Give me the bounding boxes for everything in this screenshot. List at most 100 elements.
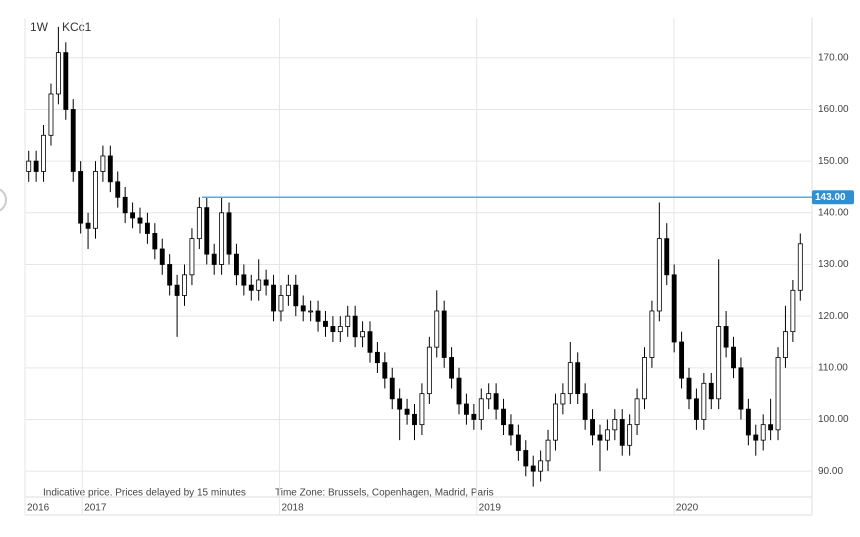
candle-body <box>686 377 692 400</box>
candle-body <box>219 212 225 265</box>
candle-body <box>256 279 262 291</box>
y-tick-label: 90.00 <box>818 466 843 477</box>
candle-body <box>493 393 499 410</box>
side-handle[interactable] <box>0 188 7 212</box>
candle-body <box>63 52 69 110</box>
candle-body <box>285 284 291 296</box>
candle-body <box>211 253 217 265</box>
candle-body <box>293 284 299 307</box>
interval-label[interactable]: 1W <box>30 20 49 34</box>
candle-body <box>486 393 492 400</box>
candle-body <box>783 331 788 358</box>
candle-body <box>738 367 744 410</box>
candle-body <box>701 382 707 420</box>
candle-body <box>55 52 61 95</box>
candle-body <box>323 320 328 327</box>
candle-body <box>753 434 759 441</box>
candle-body <box>122 196 128 214</box>
y-tick-label: 140.00 <box>818 207 849 218</box>
candle-body <box>360 331 366 338</box>
candle-body <box>463 403 469 415</box>
candle-body <box>115 181 121 198</box>
candle-body <box>656 238 662 312</box>
candle-body <box>315 310 321 322</box>
candle-body <box>100 155 106 172</box>
candle-body <box>708 382 714 400</box>
candle-body <box>449 357 455 379</box>
candle-body <box>93 171 98 229</box>
candle-body <box>278 295 284 312</box>
candle-body <box>745 408 751 436</box>
candle-body <box>560 393 566 405</box>
y-tick-label: 160.00 <box>818 104 849 115</box>
candle-body <box>300 305 306 312</box>
candle-body <box>612 419 618 431</box>
symbol-label: KCc1 <box>62 20 92 34</box>
candle-body <box>374 351 380 364</box>
candle-body <box>241 274 247 286</box>
candle-body <box>664 238 670 276</box>
candle-body <box>575 362 581 395</box>
candle-body <box>330 326 336 333</box>
candle-body <box>382 362 388 379</box>
candle-body <box>41 134 46 172</box>
candle-body <box>545 439 551 462</box>
candle-body <box>597 434 603 441</box>
x-tick-label: 2018 <box>281 503 304 514</box>
candle-body <box>790 289 796 333</box>
candle-body <box>337 326 343 333</box>
candle-body <box>352 315 358 338</box>
candle-body <box>196 207 202 240</box>
y-tick-label: 100.00 <box>818 414 849 425</box>
candle-body <box>523 450 529 467</box>
candle-body <box>478 398 484 420</box>
candle-body <box>152 233 158 250</box>
candle-body <box>434 310 440 348</box>
candle-body <box>501 408 506 426</box>
candle-body <box>760 424 766 441</box>
y-tick-label: 130.00 <box>818 259 849 270</box>
candle-body <box>412 413 417 426</box>
candle-body <box>426 346 432 395</box>
candle-body <box>130 212 136 219</box>
candle-body <box>85 222 91 229</box>
candle-body <box>731 346 736 369</box>
candle-body <box>26 160 32 172</box>
candle-body <box>553 403 558 441</box>
candle-body <box>723 326 729 348</box>
candle-body <box>48 93 54 136</box>
candle-body <box>167 264 173 286</box>
timezone-note: Time Zone: Brussels, Copenhagen, Madrid,… <box>275 488 494 499</box>
candle-body <box>419 393 425 426</box>
candle-body <box>78 171 84 224</box>
candle-body <box>182 274 187 296</box>
candle-body <box>797 243 803 291</box>
candle-body <box>107 155 113 183</box>
candle-body <box>649 310 655 358</box>
candle-body <box>144 222 150 234</box>
candle-body <box>70 109 76 172</box>
x-tick-label: 2019 <box>479 503 502 514</box>
candle-body <box>345 315 351 327</box>
candle-body <box>567 362 573 395</box>
candle-body <box>671 274 677 343</box>
candle-body <box>308 310 314 313</box>
candle-body <box>634 398 640 426</box>
reference-label-box <box>812 190 854 205</box>
candle-body <box>642 357 647 400</box>
y-tick-label: 110.00 <box>818 362 848 373</box>
candle-body <box>174 284 180 296</box>
candle-body <box>679 341 685 379</box>
x-tick-label: 2017 <box>84 503 107 514</box>
candle-body <box>627 424 633 446</box>
reference-label: 143.00 <box>815 192 846 203</box>
candle-body <box>508 424 514 436</box>
candle-body <box>204 207 210 255</box>
y-tick-label: 170.00 <box>818 52 849 63</box>
candle-body <box>189 238 195 276</box>
candle-body <box>248 284 254 291</box>
candle-body <box>234 253 239 276</box>
candle-body <box>404 408 410 415</box>
